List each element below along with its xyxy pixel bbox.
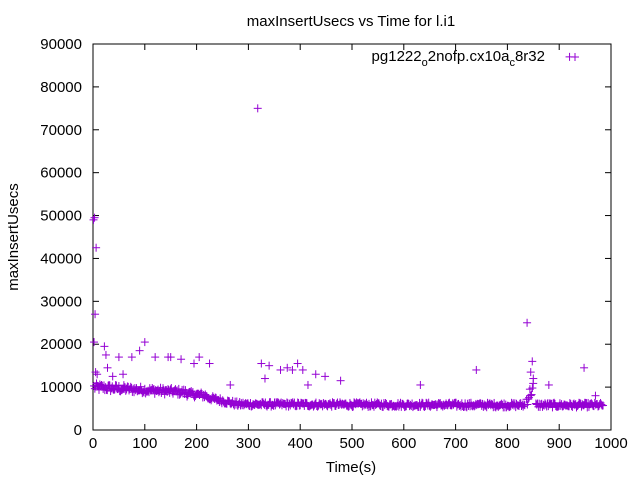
data-point-outlier — [311, 370, 320, 379]
x-tick-label: 900 — [547, 435, 572, 452]
data-point — [462, 403, 471, 412]
data-point — [183, 392, 192, 401]
x-tick-label: 1000 — [594, 435, 627, 452]
x-tick-label: 700 — [443, 435, 468, 452]
x-tick-labels: 0 100 200 300 400 500 600 700 800 900 1000 — [89, 435, 628, 452]
y-tick-label: 10000 — [40, 379, 82, 396]
data-point — [599, 401, 608, 410]
data-point-outlier — [523, 318, 532, 327]
data-point-outlier — [336, 376, 345, 385]
data-point-outlier — [91, 310, 100, 319]
x-tick-label: 500 — [339, 435, 364, 452]
x-axis-label: Time(s) — [326, 459, 376, 476]
axis-ticks — [92, 43, 612, 431]
data-point-outlier — [529, 374, 538, 383]
legend-marker-glyph — [571, 53, 579, 61]
data-point — [527, 390, 536, 399]
x-tick-label: 600 — [391, 435, 416, 452]
data-point-outlier — [103, 363, 112, 372]
data-point-outlier — [591, 391, 600, 400]
legend-label-tail: 8r32 — [515, 48, 545, 65]
data-point-outlier — [93, 370, 102, 379]
data-point — [523, 400, 532, 409]
data-point-outlier — [177, 355, 186, 364]
data-point-outlier — [265, 361, 274, 370]
y-axis-label: maxInsertUsecs — [5, 183, 22, 291]
data-point — [114, 382, 123, 391]
data-point-outlier — [205, 359, 214, 368]
data-point — [136, 382, 145, 391]
data-point-outlier — [91, 368, 100, 377]
data-point-outlier — [226, 380, 235, 389]
data-point-outlier — [151, 353, 160, 362]
y-tick-label: 20000 — [40, 336, 82, 353]
data-point-outlier — [580, 363, 589, 372]
data-point-outlier — [544, 380, 553, 389]
data-point-outlier — [276, 365, 285, 374]
data-point-outlier — [257, 359, 266, 368]
y-tick-label: 80000 — [40, 79, 82, 96]
legend-label-main: pg1222 — [372, 48, 422, 65]
plot-area — [89, 43, 612, 431]
data-point-outlier — [140, 338, 149, 347]
data-point-outlier — [288, 365, 297, 374]
y-tick-label: 0 — [74, 422, 82, 439]
data-point — [519, 402, 528, 411]
data-point-outlier — [298, 365, 307, 374]
data-point-outlier — [114, 353, 123, 362]
x-tick-label: 100 — [132, 435, 157, 452]
data-point-outlier — [472, 365, 481, 374]
data-point — [130, 388, 139, 397]
y-tick-label: 40000 — [40, 250, 82, 267]
legend-label-sub1: o — [422, 57, 428, 69]
data-point-outlier — [321, 372, 330, 381]
legend: pg1222o2nofp.cx10ac8r32 — [372, 48, 579, 69]
data-point-outlier — [526, 368, 535, 377]
y-tick-labels: 0 10000 20000 30000 40000 50000 60000 70000 8000… — [40, 36, 82, 439]
data-point-outlier — [90, 338, 99, 347]
y-tick-label: 70000 — [40, 122, 82, 139]
data-point-outlier — [283, 363, 292, 372]
x-tick-label: 400 — [288, 435, 313, 452]
data-point — [528, 384, 537, 393]
y-tick-label: 60000 — [40, 165, 82, 182]
data-point-outlier — [135, 346, 144, 355]
data-point — [597, 400, 606, 409]
y-tick-label: 30000 — [40, 293, 82, 310]
y-tick-label: 50000 — [40, 208, 82, 225]
data-point-outlier — [100, 342, 109, 351]
data-point-outlier — [89, 215, 98, 224]
data-point-outlier — [90, 213, 99, 222]
data-points — [89, 52, 608, 412]
data-point-outlier — [195, 353, 204, 362]
data-point-outlier — [260, 374, 269, 383]
data-point-outlier — [101, 350, 110, 359]
x-tick-label: 300 — [236, 435, 261, 452]
legend-label-mid: 2nofp.cx10a — [428, 48, 510, 65]
data-point-outlier — [416, 380, 425, 389]
data-point-outlier — [92, 243, 101, 252]
data-point-outlier — [303, 380, 312, 389]
data-point-outlier — [166, 353, 175, 362]
legend-label: pg1222o2nofp.cx10ac8r32 — [372, 48, 545, 69]
data-point-outlier — [119, 370, 128, 379]
chart-title: maxInsertUsecs vs Time for l.i1 — [247, 13, 455, 30]
data-point-outlier — [253, 104, 262, 113]
legend-label-sub2: c — [509, 57, 515, 69]
data-point-outlier — [108, 372, 117, 381]
data-point — [109, 385, 118, 394]
legend-marker — [571, 53, 579, 61]
data-point-outlier — [293, 359, 302, 368]
data-point — [526, 391, 535, 400]
x-tick-label: 800 — [495, 435, 520, 452]
x-tick-label: 200 — [184, 435, 209, 452]
data-point-outlier — [127, 353, 136, 362]
data-point-outlier — [190, 359, 199, 368]
y-tick-label: 90000 — [40, 36, 82, 53]
x-tick-label: 0 — [89, 435, 97, 452]
data-point-outlier — [528, 357, 537, 366]
